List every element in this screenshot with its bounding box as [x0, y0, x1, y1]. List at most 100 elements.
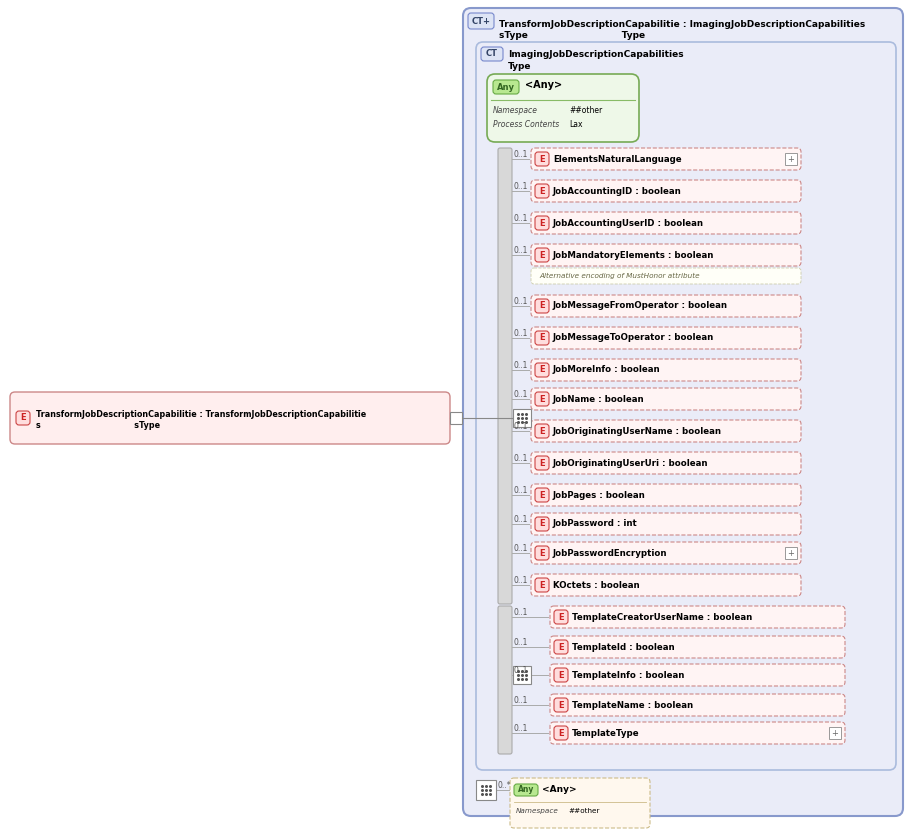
Text: Lax: Lax	[568, 120, 582, 129]
Text: 0..1: 0..1	[514, 454, 527, 463]
Text: 0..1: 0..1	[514, 182, 527, 191]
Text: JobPages : boolean: JobPages : boolean	[552, 490, 645, 499]
FancyBboxPatch shape	[10, 392, 449, 444]
FancyBboxPatch shape	[553, 698, 568, 712]
FancyBboxPatch shape	[530, 359, 800, 381]
Text: JobName : boolean: JobName : boolean	[552, 395, 644, 404]
Text: E: E	[538, 520, 544, 529]
Text: 0..1: 0..1	[514, 486, 527, 495]
Text: 0..1: 0..1	[514, 544, 527, 553]
Text: E: E	[538, 395, 544, 404]
Text: E: E	[538, 365, 544, 375]
Text: E: E	[558, 643, 563, 651]
FancyBboxPatch shape	[530, 295, 800, 317]
FancyBboxPatch shape	[535, 578, 548, 592]
FancyBboxPatch shape	[449, 412, 462, 424]
FancyBboxPatch shape	[535, 152, 548, 166]
Text: E: E	[538, 581, 544, 589]
Text: <Any>: <Any>	[525, 80, 561, 90]
Text: JobPassword : int: JobPassword : int	[552, 520, 637, 529]
Text: 0..*: 0..*	[497, 780, 511, 789]
FancyBboxPatch shape	[553, 640, 568, 654]
Text: +: +	[787, 154, 793, 163]
Text: 0..1: 0..1	[514, 214, 527, 223]
Text: 0..1: 0..1	[514, 576, 527, 585]
FancyBboxPatch shape	[535, 488, 548, 502]
FancyBboxPatch shape	[530, 244, 800, 266]
Text: 0..1: 0..1	[514, 666, 527, 675]
Text: 0..1: 0..1	[514, 696, 527, 705]
FancyBboxPatch shape	[535, 216, 548, 230]
Text: JobMandatoryElements : boolean: JobMandatoryElements : boolean	[552, 251, 713, 260]
Text: E: E	[538, 334, 544, 343]
Text: +: +	[787, 549, 793, 557]
Text: JobAccountingID : boolean: JobAccountingID : boolean	[552, 187, 681, 195]
FancyBboxPatch shape	[535, 392, 548, 406]
FancyBboxPatch shape	[535, 424, 548, 438]
Text: TransformJobDescriptionCapabilitie : ImagingJobDescriptionCapabilities: TransformJobDescriptionCapabilitie : Ima…	[498, 20, 865, 29]
Text: ElementsNaturalLanguage: ElementsNaturalLanguage	[552, 154, 681, 163]
Text: E: E	[538, 251, 544, 260]
Text: 0..1: 0..1	[514, 724, 527, 733]
Text: JobMessageToOperator : boolean: JobMessageToOperator : boolean	[552, 334, 713, 343]
Text: E: E	[538, 549, 544, 557]
FancyBboxPatch shape	[535, 517, 548, 531]
Text: TransformJobDescriptionCapabilitie : TransformJobDescriptionCapabilitie: TransformJobDescriptionCapabilitie : Tra…	[36, 410, 366, 419]
Text: TemplateInfo : boolean: TemplateInfo : boolean	[571, 670, 683, 680]
FancyBboxPatch shape	[530, 484, 800, 506]
FancyBboxPatch shape	[16, 411, 30, 425]
FancyBboxPatch shape	[476, 780, 496, 800]
FancyBboxPatch shape	[784, 153, 796, 165]
Text: TemplateId : boolean: TemplateId : boolean	[571, 643, 674, 651]
Text: 0..1: 0..1	[514, 150, 527, 159]
FancyBboxPatch shape	[480, 47, 503, 61]
Text: Any: Any	[517, 785, 534, 794]
Text: sType                              Type: sType Type	[498, 31, 644, 40]
FancyBboxPatch shape	[535, 248, 548, 262]
FancyBboxPatch shape	[535, 363, 548, 377]
Text: Alternative encoding of MustHonor attribute: Alternative encoding of MustHonor attrib…	[538, 273, 699, 279]
Text: 0..1: 0..1	[514, 246, 527, 255]
FancyBboxPatch shape	[535, 184, 548, 198]
FancyBboxPatch shape	[476, 42, 895, 770]
FancyBboxPatch shape	[497, 606, 511, 754]
FancyBboxPatch shape	[553, 610, 568, 624]
Text: CT: CT	[486, 49, 497, 59]
FancyBboxPatch shape	[535, 331, 548, 345]
FancyBboxPatch shape	[486, 74, 639, 142]
Text: ##other: ##other	[568, 106, 601, 115]
Text: ImagingJobDescriptionCapabilities: ImagingJobDescriptionCapabilities	[507, 50, 683, 59]
FancyBboxPatch shape	[497, 148, 511, 604]
FancyBboxPatch shape	[530, 327, 800, 349]
Text: JobMessageFromOperator : boolean: JobMessageFromOperator : boolean	[552, 302, 727, 311]
FancyBboxPatch shape	[463, 8, 902, 816]
Text: E: E	[538, 490, 544, 499]
FancyBboxPatch shape	[509, 778, 650, 828]
FancyBboxPatch shape	[530, 574, 800, 596]
Text: Process Contents: Process Contents	[493, 120, 558, 129]
Text: JobOriginatingUserUri : boolean: JobOriginatingUserUri : boolean	[552, 458, 708, 468]
Text: Namespace: Namespace	[493, 106, 537, 115]
Text: JobPasswordEncryption: JobPasswordEncryption	[552, 549, 667, 557]
Text: 0..1: 0..1	[514, 638, 527, 647]
Text: JobOriginatingUserName : boolean: JobOriginatingUserName : boolean	[552, 427, 722, 436]
Text: E: E	[558, 701, 563, 710]
FancyBboxPatch shape	[549, 722, 844, 744]
Text: CT+: CT+	[471, 17, 490, 25]
Text: E: E	[538, 427, 544, 436]
FancyBboxPatch shape	[467, 13, 494, 29]
Text: E: E	[20, 413, 26, 422]
FancyBboxPatch shape	[530, 268, 800, 284]
FancyBboxPatch shape	[513, 409, 530, 427]
FancyBboxPatch shape	[530, 212, 800, 234]
Text: TemplateName : boolean: TemplateName : boolean	[571, 701, 692, 710]
Text: 0..1: 0..1	[514, 515, 527, 524]
FancyBboxPatch shape	[784, 547, 796, 559]
Text: <Any>: <Any>	[541, 785, 576, 794]
FancyBboxPatch shape	[530, 388, 800, 410]
FancyBboxPatch shape	[493, 80, 518, 94]
FancyBboxPatch shape	[530, 513, 800, 535]
Text: ##other: ##other	[568, 808, 599, 814]
Text: E: E	[538, 458, 544, 468]
FancyBboxPatch shape	[549, 606, 844, 628]
